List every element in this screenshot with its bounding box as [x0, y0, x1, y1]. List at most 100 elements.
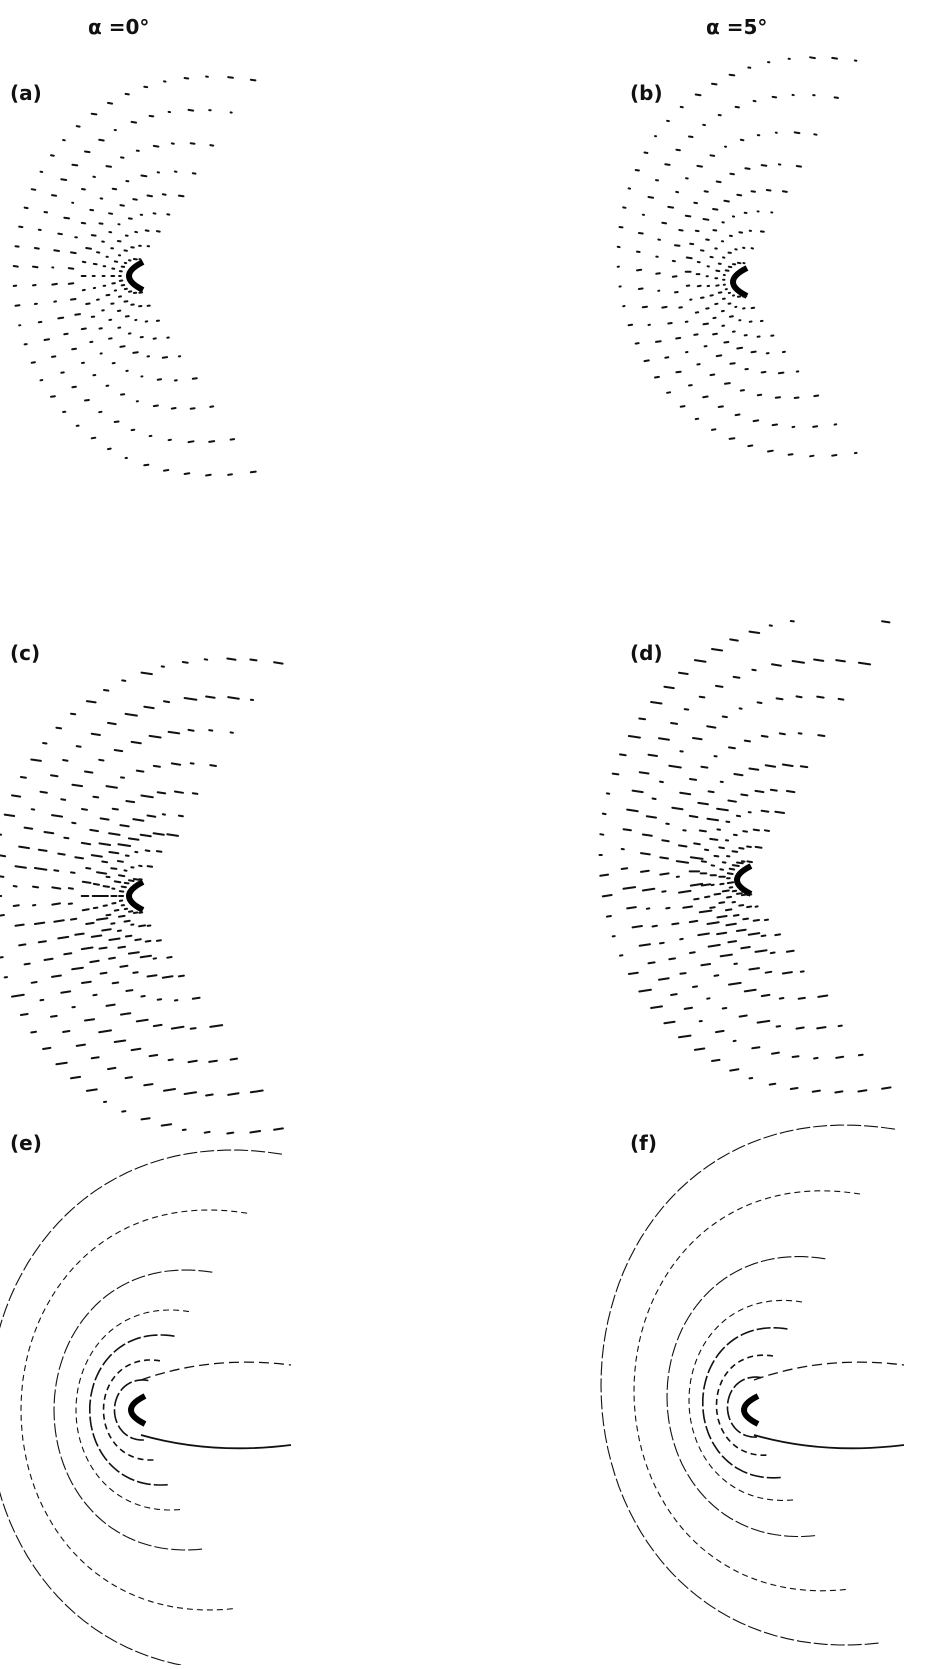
- velocity-vector: [793, 1056, 799, 1057]
- velocity-vector: [739, 905, 743, 906]
- body-nose: [129, 262, 143, 290]
- velocity-vector: [730, 75, 735, 76]
- velocity-vector: [641, 853, 650, 854]
- velocity-vector: [54, 920, 64, 921]
- velocity-vector: [708, 819, 719, 821]
- velocity-vector: [71, 299, 76, 300]
- velocity-vector: [92, 438, 96, 439]
- velocity-vector: [189, 730, 194, 731]
- velocity-vector: [756, 791, 764, 792]
- velocity-vector: [82, 223, 85, 224]
- velocity-vector: [33, 267, 38, 268]
- velocity-vector: [97, 872, 106, 873]
- velocity-vector: [690, 816, 698, 817]
- velocity-vector: [698, 803, 708, 804]
- velocity-vector: [61, 799, 65, 800]
- velocity-vector: [118, 947, 125, 948]
- velocity-vector: [683, 907, 692, 908]
- velocity-vector: [777, 698, 783, 699]
- velocity-vector: [179, 976, 184, 977]
- velocity-vector: [52, 284, 57, 285]
- velocity-vector: [754, 920, 759, 921]
- velocity-vector: [771, 953, 775, 954]
- velocity-vector: [75, 857, 83, 858]
- velocity-vector: [741, 390, 744, 391]
- velocity-vector: [71, 714, 75, 715]
- velocity-vector: [39, 850, 47, 851]
- velocity-vector: [723, 1008, 727, 1009]
- velocity-vector: [765, 920, 768, 921]
- velocity-vector: [109, 213, 112, 214]
- velocity-vector: [770, 1084, 776, 1085]
- velocity-vector: [93, 797, 98, 798]
- velocity-vector: [21, 777, 26, 778]
- velocity-vector: [704, 219, 709, 220]
- velocity-vector: [0, 855, 5, 857]
- velocity-vector: [783, 765, 793, 767]
- velocity-vector: [129, 838, 139, 839]
- velocity-vector: [120, 891, 124, 892]
- streamline: [601, 1125, 895, 1645]
- velocity-vector: [228, 77, 233, 78]
- velocity-vector: [125, 883, 129, 884]
- velocity-vector: [102, 862, 107, 863]
- velocity-vector: [185, 473, 190, 474]
- velocity-vector: [148, 816, 156, 817]
- velocity-vector: [748, 446, 752, 447]
- velocity-vector: [636, 170, 639, 171]
- velocity-vector: [715, 894, 721, 895]
- velocity-vector: [698, 934, 709, 936]
- velocity-vector: [77, 746, 81, 747]
- velocity-vector: [54, 250, 59, 251]
- velocity-vector: [711, 375, 715, 376]
- velocity-vector: [19, 847, 29, 849]
- velocity-vector: [756, 847, 762, 848]
- velocity-vector: [150, 116, 154, 117]
- velocity-vector: [52, 815, 62, 817]
- velocity-vector: [163, 976, 173, 978]
- velocity-vector: [141, 796, 152, 798]
- velocity-vector: [51, 396, 55, 397]
- velocity-vector: [274, 1128, 283, 1129]
- velocity-vector: [126, 936, 131, 937]
- velocity-vector: [789, 454, 793, 455]
- velocity-vector: [832, 58, 837, 59]
- velocity-vector: [780, 998, 784, 999]
- velocity-vector: [639, 233, 643, 234]
- velocity-vector: [651, 702, 661, 704]
- velocity-vector: [126, 801, 134, 802]
- velocity-vector: [810, 456, 813, 457]
- velocity-vector: [111, 868, 116, 869]
- velocity-vector: [82, 948, 93, 950]
- velocity-vector: [210, 1025, 222, 1027]
- velocity-vector: [835, 97, 838, 98]
- streamline: [634, 1191, 860, 1591]
- velocity-vector: [32, 362, 35, 363]
- velocity-vector: [115, 422, 119, 423]
- velocity-vector: [693, 986, 697, 987]
- panel-label: (f): [630, 1131, 657, 1155]
- velocity-vector: [157, 940, 161, 941]
- velocity-vector: [122, 887, 126, 888]
- velocity-vector: [690, 779, 696, 780]
- velocity-vector: [126, 94, 129, 95]
- velocity-vector: [129, 880, 134, 881]
- velocity-vector: [113, 189, 117, 190]
- velocity-vector: [64, 838, 68, 839]
- streamline: [689, 1300, 802, 1500]
- velocity-vector: [122, 1111, 125, 1112]
- velocity-vector: [104, 886, 109, 887]
- velocity-vector: [132, 122, 137, 123]
- velocity-vector: [119, 916, 125, 917]
- velocity-vector: [32, 189, 36, 190]
- velocity-vector: [120, 346, 124, 347]
- velocity-vector: [169, 732, 180, 734]
- velocity-vector: [0, 957, 3, 958]
- velocity-vector: [659, 738, 669, 740]
- velocity-vector: [72, 823, 75, 824]
- velocity-vector: [696, 95, 701, 96]
- velocity-vector: [664, 687, 673, 688]
- velocity-vector: [274, 662, 283, 663]
- velocity-vector: [733, 865, 739, 866]
- velocity-vector: [115, 881, 121, 882]
